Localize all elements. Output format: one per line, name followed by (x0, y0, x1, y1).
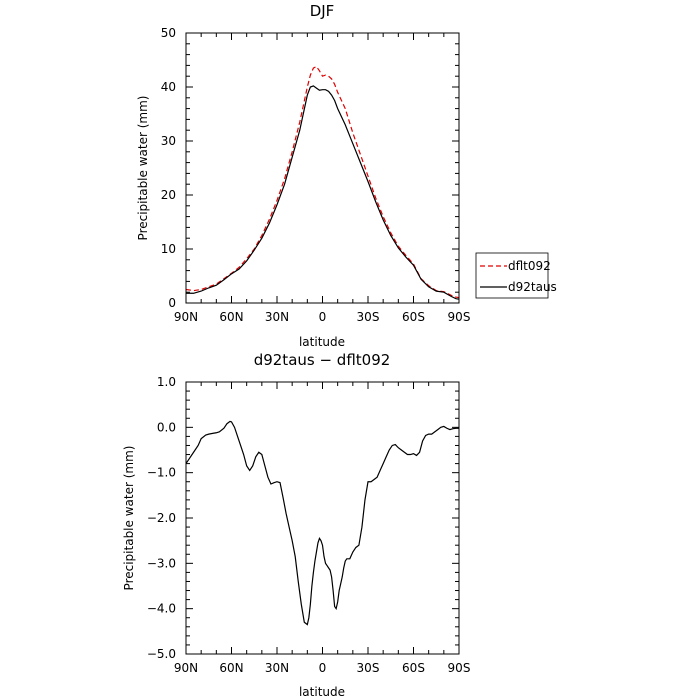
top-chart-panel: DJF 90N 60N 30N 0 30S 60S 90S 0 10 20 30 40 50 latit… (136, 2, 557, 349)
top-x-tick-label: 90S (448, 310, 471, 324)
bottom-x-tick-label: 60S (402, 661, 425, 675)
legend-label-dflt092: dflt092 (508, 259, 551, 273)
top-y-tick-label: 40 (161, 80, 176, 94)
bottom-x-tick-label: 30N (265, 661, 289, 675)
top-y-tick-label: 50 (161, 26, 176, 40)
top-y-tick-label: 30 (161, 134, 176, 148)
bottom-chart-ylabel: Precipitable water (mm) (122, 446, 136, 591)
top-x-tick-label: 90N (174, 310, 198, 324)
bottom-y-tick-label: −4.0 (147, 602, 176, 616)
bottom-x-tick-label: 30S (357, 661, 380, 675)
top-x-tick-label: 0 (319, 310, 327, 324)
bottom-y-tick-label: 0.0 (157, 420, 176, 434)
legend: dflt092 d92taus (475, 252, 557, 299)
top-x-tick-label: 60N (219, 310, 243, 324)
top-y-tick-label: 10 (161, 242, 176, 256)
bottom-series-line-series-0 (185, 420, 459, 626)
top-x-tick-label: 60S (402, 310, 425, 324)
bottom-x-tick-label: 60N (219, 661, 243, 675)
bottom-y-tick-label: −5.0 (147, 647, 176, 661)
bottom-y-tick-label: −1.0 (147, 466, 176, 480)
bottom-chart-ticks: 90N 60N 30N 0 30S 60S 90S 1.0 0.0 −1.0 −2.0 −3.0 −4.… (147, 375, 471, 675)
top-series-line-d92taus (186, 85, 460, 300)
top-chart-title: DJF (310, 2, 335, 20)
bottom-y-tick-label: −3.0 (147, 556, 176, 570)
top-chart-ylabel: Precipitable water (mm) (136, 96, 150, 241)
top-x-tick-label: 30S (357, 310, 380, 324)
top-chart-ticks: 90N 60N 30N 0 30S 60S 90S 0 10 20 30 40 50 (161, 26, 471, 324)
top-x-tick-label: 30N (265, 310, 289, 324)
bottom-chart-panel: d92taus − dflt092 90N 60N 30N 0 30S 60S 90S 1.0… (122, 351, 470, 699)
legend-label-d92taus: d92taus (508, 280, 557, 294)
bottom-chart-frame (185, 381, 460, 655)
top-series-line-dflt092 (185, 65, 460, 299)
top-chart-xlabel: latitude (299, 335, 345, 349)
bottom-x-tick-label: 0 (319, 661, 327, 675)
top-chart-frame (185, 32, 460, 304)
top-y-tick-label: 0 (168, 296, 176, 310)
bottom-y-tick-label: −2.0 (147, 511, 176, 525)
bottom-x-tick-label: 90N (174, 661, 198, 675)
bottom-chart-series (185, 420, 459, 626)
bottom-x-tick-label: 90S (448, 661, 471, 675)
top-y-tick-label: 20 (161, 188, 176, 202)
top-chart-series (185, 65, 460, 300)
legend-box (475, 252, 549, 299)
bottom-chart-title: d92taus − dflt092 (254, 351, 391, 369)
bottom-y-tick-label: 1.0 (157, 375, 176, 389)
bottom-chart-xlabel: latitude (299, 685, 345, 699)
